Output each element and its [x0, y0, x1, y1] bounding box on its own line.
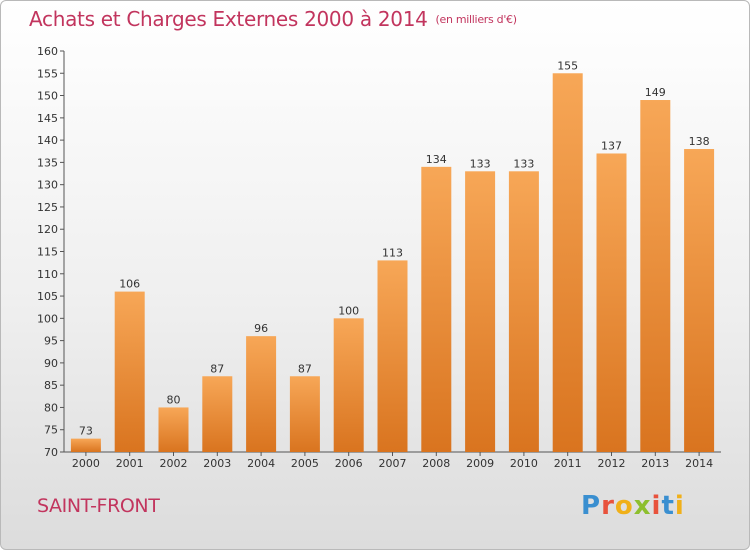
y-tick-label: 145	[37, 112, 58, 125]
y-tick-label: 110	[37, 268, 58, 281]
data-label: 73	[79, 425, 93, 438]
x-tick-label: 2005	[291, 457, 319, 470]
bar-2007[interactable]	[377, 260, 408, 452]
bar-2009[interactable]	[465, 171, 496, 453]
logo-letter: o	[614, 491, 634, 521]
bar-2000[interactable]	[70, 438, 101, 452]
data-label: 87	[210, 362, 224, 375]
y-tick-label: 85	[44, 379, 58, 392]
bar-2008[interactable]	[421, 166, 452, 452]
data-label: 155	[557, 59, 578, 72]
x-tick-label: 2013	[641, 457, 669, 470]
data-label: 149	[645, 86, 666, 99]
y-tick-label: 125	[37, 201, 58, 214]
bar-2003[interactable]	[202, 376, 233, 452]
y-tick-label: 75	[44, 424, 58, 437]
bar-2013[interactable]	[640, 100, 671, 452]
y-tick-label: 105	[37, 290, 58, 303]
data-label: 134	[426, 153, 447, 166]
x-tick-label: 2000	[72, 457, 100, 470]
y-tick-label: 90	[44, 357, 58, 370]
data-label: 100	[338, 304, 359, 317]
data-label: 113	[382, 246, 403, 259]
logo-letter: t	[661, 491, 675, 521]
logo-letter: x	[633, 491, 652, 521]
y-tick-label: 80	[44, 401, 58, 414]
chart-title-text: Achats et Charges Externes 2000 à 2014	[29, 7, 428, 31]
x-tick-label: 2006	[335, 457, 363, 470]
logo-letter: i	[651, 491, 662, 521]
data-label: 138	[689, 135, 710, 148]
bar-2014[interactable]	[684, 149, 715, 452]
bar-2004[interactable]	[246, 336, 277, 452]
x-tick-label: 2002	[160, 457, 188, 470]
x-tick-label: 2012	[598, 457, 626, 470]
data-label: 137	[601, 139, 622, 152]
x-tick-label: 2001	[116, 457, 144, 470]
y-tick-label: 100	[37, 312, 58, 325]
bar-2005[interactable]	[289, 376, 320, 452]
data-label: 96	[254, 322, 268, 335]
y-tick-label: 135	[37, 156, 58, 169]
chart-subtitle: (en milliers d'€)	[435, 13, 517, 26]
bar-2001[interactable]	[114, 291, 145, 452]
y-tick-label: 120	[37, 223, 58, 236]
data-label: 133	[513, 157, 534, 170]
bar-2012[interactable]	[596, 153, 627, 452]
data-label: 80	[167, 393, 181, 406]
logo-letter: i	[674, 491, 685, 521]
bar-2006[interactable]	[333, 318, 364, 452]
commune-name: SAINT-FRONT	[37, 495, 160, 517]
x-tick-label: 2003	[203, 457, 231, 470]
bar-2002[interactable]	[158, 407, 189, 452]
x-tick-label: 2007	[379, 457, 407, 470]
bar-2010[interactable]	[508, 171, 539, 453]
y-tick-label: 130	[37, 179, 58, 192]
x-tick-label: 2008	[422, 457, 450, 470]
chart-title: Achats et Charges Externes 2000 à 2014 (e…	[29, 7, 517, 31]
y-tick-label: 70	[44, 446, 58, 459]
data-label: 133	[470, 157, 491, 170]
data-label: 87	[298, 362, 312, 375]
proxiti-logo[interactable]: Proxiti	[581, 491, 685, 521]
y-tick-label: 155	[37, 67, 58, 80]
x-tick-label: 2009	[466, 457, 494, 470]
logo-letter: P	[581, 491, 602, 521]
logo-letter: r	[601, 491, 615, 521]
y-tick-label: 140	[37, 134, 58, 147]
y-tick-label: 150	[37, 90, 58, 103]
x-tick-label: 2014	[685, 457, 713, 470]
y-tick-label: 95	[44, 335, 58, 348]
y-tick-label: 115	[37, 246, 58, 259]
x-tick-label: 2011	[554, 457, 582, 470]
y-tick-label: 160	[37, 45, 58, 58]
data-label: 106	[119, 278, 140, 291]
bar-2011[interactable]	[552, 73, 583, 453]
x-tick-label: 2010	[510, 457, 538, 470]
x-tick-label: 2004	[247, 457, 275, 470]
